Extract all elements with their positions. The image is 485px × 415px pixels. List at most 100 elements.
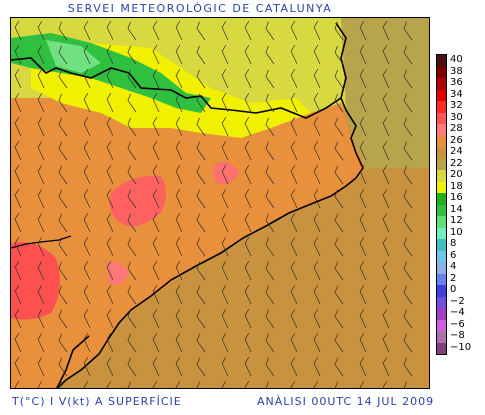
page-title: SERVEI METEOROLÒGIC DE CATALUNYA bbox=[67, 2, 333, 15]
wind-barb bbox=[106, 20, 114, 41]
wind-barb bbox=[290, 212, 298, 233]
legend-swatch bbox=[437, 135, 446, 147]
wind-barb bbox=[152, 44, 160, 65]
wind-barb bbox=[152, 92, 160, 113]
wind-barb bbox=[14, 92, 22, 113]
wind-barb bbox=[37, 332, 45, 353]
wind-barb bbox=[313, 44, 321, 65]
wind-barb bbox=[382, 332, 390, 353]
wind-barb bbox=[196, 117, 206, 137]
wind-barb bbox=[175, 380, 183, 388]
wind-barb bbox=[334, 357, 344, 377]
wind-barb bbox=[175, 308, 183, 329]
wind-barb bbox=[290, 260, 298, 281]
hot-region-small bbox=[213, 161, 239, 185]
wind-barb bbox=[290, 188, 298, 209]
wind-barb bbox=[127, 141, 137, 161]
wind-barb bbox=[175, 44, 183, 65]
wind-barb bbox=[196, 357, 206, 377]
wind-barb bbox=[83, 164, 91, 185]
wind-barb bbox=[265, 213, 275, 233]
wind-barb bbox=[359, 44, 367, 65]
wind-barb bbox=[37, 68, 45, 89]
wind-barb bbox=[244, 44, 252, 65]
wind-barb bbox=[106, 212, 114, 233]
land-warm-region bbox=[11, 78, 366, 388]
wind-barb bbox=[196, 45, 206, 65]
wind-barb bbox=[382, 260, 390, 281]
wind-barb bbox=[14, 68, 22, 89]
wind-barb bbox=[127, 357, 137, 377]
legend-swatch bbox=[437, 262, 446, 274]
wind-barb bbox=[334, 333, 344, 353]
wind-barb bbox=[106, 188, 114, 209]
wind-barb bbox=[175, 284, 183, 305]
wind-barb bbox=[244, 20, 252, 41]
wind-barb bbox=[334, 381, 344, 388]
wind-barb bbox=[152, 380, 160, 388]
wind-barb bbox=[175, 140, 183, 161]
wind-barb bbox=[403, 45, 413, 65]
wind-barb bbox=[152, 284, 160, 305]
wind-barb bbox=[244, 284, 252, 305]
wind-barb bbox=[313, 20, 321, 41]
legend-tick-label: −6 bbox=[450, 318, 465, 330]
wind-barb bbox=[359, 68, 367, 89]
wind-barb bbox=[244, 164, 252, 185]
wind-barb bbox=[196, 309, 206, 329]
wind-barb bbox=[106, 332, 114, 353]
wind-barb bbox=[196, 213, 206, 233]
border-france bbox=[11, 22, 347, 119]
wind-barb bbox=[382, 308, 390, 329]
wind-barb bbox=[106, 356, 114, 377]
wind-barb bbox=[382, 380, 390, 388]
legend-colorbar bbox=[436, 54, 447, 355]
legend-swatch bbox=[437, 89, 446, 101]
wind-barb bbox=[196, 189, 206, 209]
wind-barb bbox=[313, 284, 321, 305]
wind-barb bbox=[14, 236, 22, 257]
wind-barb bbox=[265, 285, 275, 305]
legend-swatch bbox=[437, 227, 446, 239]
wind-barbs-layer bbox=[14, 20, 413, 388]
wind-barb bbox=[290, 116, 298, 137]
wind-barb bbox=[14, 260, 22, 281]
legend-tick-label: −10 bbox=[450, 341, 472, 353]
legend-swatch bbox=[437, 112, 446, 124]
wind-barb bbox=[152, 308, 160, 329]
wind-barb bbox=[127, 309, 137, 329]
wind-barb bbox=[359, 284, 367, 305]
wind-barb bbox=[196, 261, 206, 281]
wind-barb bbox=[290, 284, 298, 305]
legend-tick-label: 34 bbox=[450, 88, 463, 100]
wind-barb bbox=[290, 92, 298, 113]
wind-barb bbox=[175, 356, 183, 377]
wind-barb bbox=[265, 309, 275, 329]
wind-barb bbox=[127, 69, 137, 89]
wind-barb bbox=[290, 44, 298, 65]
wind-barb bbox=[127, 189, 137, 209]
wind-barb bbox=[265, 93, 275, 113]
wind-barb bbox=[334, 141, 344, 161]
wind-barb bbox=[83, 380, 91, 388]
wind-barb bbox=[37, 308, 45, 329]
wind-barb bbox=[334, 309, 344, 329]
wind-barb bbox=[403, 117, 413, 137]
wind-barb bbox=[175, 116, 183, 137]
wind-barb bbox=[14, 332, 22, 353]
wind-barb bbox=[244, 212, 252, 233]
wind-barb bbox=[106, 44, 114, 65]
legend-tick-label: 24 bbox=[450, 146, 463, 157]
wind-barb bbox=[127, 285, 137, 305]
wind-barb bbox=[334, 117, 344, 137]
wind-barb bbox=[244, 332, 252, 353]
legend-tick-label: 12 bbox=[450, 215, 463, 226]
wind-barb bbox=[83, 284, 91, 305]
coast-south bbox=[56, 335, 90, 388]
wind-barb bbox=[265, 261, 275, 281]
legend-swatch bbox=[437, 331, 446, 343]
wind-barb bbox=[265, 189, 275, 209]
legend-swatch bbox=[437, 273, 446, 285]
wind-barb bbox=[313, 92, 321, 113]
wind-barb bbox=[196, 21, 206, 41]
